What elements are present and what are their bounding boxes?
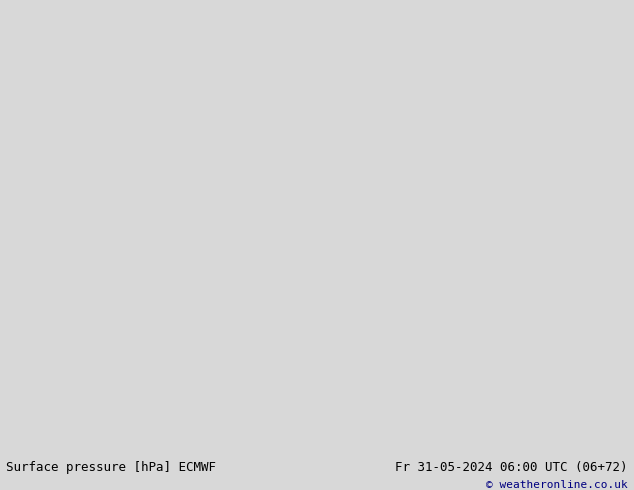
Text: Surface pressure [hPa] ECMWF: Surface pressure [hPa] ECMWF xyxy=(6,461,216,474)
Text: Fr 31-05-2024 06:00 UTC (06+72): Fr 31-05-2024 06:00 UTC (06+72) xyxy=(395,461,628,474)
Text: © weatheronline.co.uk: © weatheronline.co.uk xyxy=(486,480,628,490)
